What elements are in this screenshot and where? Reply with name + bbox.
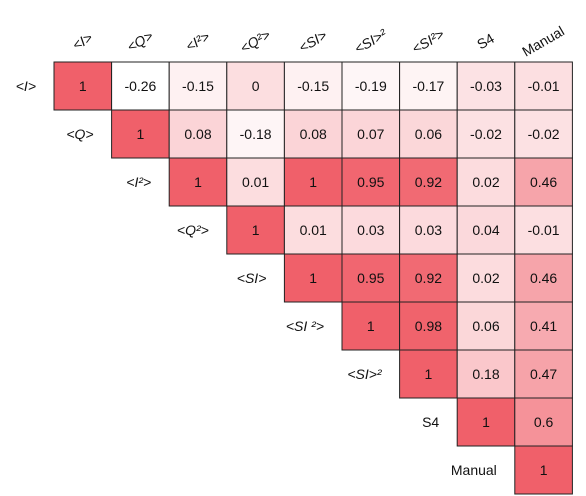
heatmap-cell-r1-c5 [341, 109, 401, 159]
column-label-i2: <I²> [183, 28, 213, 54]
cell-value-r3-c6: 0.03 [415, 222, 442, 238]
cell-value-r5-c7: 0.06 [472, 318, 499, 334]
cell-value-r4-c6: 0.92 [415, 270, 442, 286]
heatmap-cell-r0-c1 [111, 61, 170, 111]
cell-value-r5-c6: 0.98 [415, 318, 442, 334]
row-label-s4: S4 [422, 414, 439, 430]
cell-value-r1-c1: 1 [137, 126, 145, 142]
heatmap-cell-r5-c6 [399, 301, 458, 351]
row-label-i2: <I²> [126, 174, 151, 190]
heatmap-cell-r3-c8 [514, 205, 573, 255]
cell-value-r0-c5: -0.19 [355, 78, 387, 94]
heatmap-cell-r5-c5 [341, 301, 401, 351]
row-label-q: <Q> [66, 126, 93, 142]
cell-value-r0-c0: 1 [79, 78, 87, 94]
column-label-q2: <Q²> [237, 26, 273, 56]
cell-value-r7-c8: 0.6 [534, 414, 554, 430]
heatmap-cell-r3-c5 [341, 205, 401, 255]
cell-value-r4-c7: 0.02 [472, 270, 499, 286]
heatmap-cell-r3-c7 [456, 205, 516, 255]
cell-value-r6-c6: 1 [425, 366, 433, 382]
heatmap-cell-r2-c7 [456, 157, 516, 207]
cell-value-r1-c4: 0.08 [300, 126, 327, 142]
heatmap-cell-r2-c8 [514, 157, 573, 207]
heatmap-cell-r8-c8 [514, 445, 573, 495]
cell-value-r2-c6: 0.92 [415, 174, 442, 190]
heatmap-cell-r5-c8 [514, 301, 573, 351]
heatmap-cell-r1-c3 [226, 109, 285, 159]
cell-value-r6-c7: 0.18 [472, 366, 499, 382]
column-label-s4: S4 [474, 30, 497, 53]
cell-value-r0-c1: -0.26 [124, 78, 156, 94]
cell-value-r1-c8: -0.02 [528, 126, 560, 142]
cell-value-r0-c7: -0.03 [470, 78, 502, 94]
cell-value-r0-c8: -0.01 [528, 78, 560, 94]
cell-value-r5-c5: 1 [367, 318, 375, 334]
cell-value-r0-c4: -0.15 [297, 78, 329, 94]
cell-value-r4-c4: 1 [309, 270, 317, 286]
column-label-si2: <SI²> [409, 26, 447, 57]
row-label-q2: <Q²> [177, 222, 209, 238]
cells-layer: 1 -0.26 -0.15 0 -0.15 -0.19 -0.17 -0.03 -0.01 1 0.… [53, 61, 573, 495]
row-labels: <I> <Q> <I²> <Q²> <SI> <SI ²> <SI>² S4 Manual [16, 78, 497, 478]
column-label-i: <I> [70, 29, 96, 53]
heatmap-cell-r0-c7 [456, 61, 516, 111]
cell-value-r3-c7: 0.04 [472, 222, 499, 238]
column-labels: <I> <Q> <I²> <Q²> <SI> <SI>² <SI²> S4 Manual [70, 23, 567, 60]
heatmap-cell-r2-c2 [168, 157, 228, 207]
cell-value-r8-c8: 1 [540, 462, 548, 478]
column-label-si: <SI> [296, 27, 330, 56]
row-label-manual: Manual [451, 462, 497, 478]
cell-value-r3-c3: 1 [252, 222, 260, 238]
cell-value-r1-c7: -0.02 [470, 126, 502, 142]
cell-value-r6-c8: 0.47 [530, 366, 557, 382]
heatmap-cell-r7-c7 [456, 397, 516, 447]
cell-value-r3-c8: -0.01 [528, 222, 560, 238]
heatmap-cell-r1-c7 [456, 109, 516, 159]
column-label-manual: Manual [519, 23, 567, 60]
heatmap-cell-r0-c2 [168, 61, 228, 111]
cell-value-r2-c7: 0.02 [472, 174, 499, 190]
heatmap-cell-r1-c8 [514, 109, 573, 159]
cell-value-r0-c2: -0.15 [182, 78, 214, 94]
heatmap-cell-r7-c8 [514, 397, 573, 447]
cell-value-r2-c5: 0.95 [357, 174, 384, 190]
heatmap-cell-r4-c4 [283, 253, 343, 303]
cell-value-r4-c5: 0.95 [357, 270, 384, 286]
cell-value-r2-c8: 0.46 [530, 174, 557, 190]
cell-value-r0-c3: 0 [252, 78, 260, 94]
cell-value-r5-c8: 0.41 [530, 318, 557, 334]
heatmap-cell-r2-c6 [399, 157, 458, 207]
heatmap-cell-r6-c8 [514, 349, 573, 399]
column-label-si2: <SI>² [351, 25, 390, 57]
cell-value-r2-c4: 1 [309, 174, 317, 190]
cell-value-r2-c3: 0.01 [242, 174, 269, 190]
row-label-si2: <SI ²> [286, 318, 324, 334]
cell-value-r2-c2: 1 [194, 174, 202, 190]
heatmap-cell-r2-c3 [226, 157, 285, 207]
cell-value-r0-c6: -0.17 [412, 78, 444, 94]
cell-value-r1-c3: -0.18 [240, 126, 272, 142]
heatmap-cell-r2-c4 [283, 157, 343, 207]
heatmap-cell-r2-c5 [341, 157, 401, 207]
row-label-si: <SI> [237, 270, 267, 286]
cell-value-r1-c6: 0.06 [415, 126, 442, 142]
row-label-i: <I> [16, 78, 36, 94]
heatmap-cell-r0-c0 [53, 61, 113, 111]
cell-value-r3-c4: 0.01 [300, 222, 327, 238]
heatmap-cell-r3-c6 [399, 205, 458, 255]
cell-value-r1-c5: 0.07 [357, 126, 384, 142]
heatmap-cell-r0-c5 [341, 61, 401, 111]
row-label-si2: <SI>² [347, 366, 383, 382]
cell-value-r1-c2: 0.08 [184, 126, 211, 142]
cell-value-r4-c8: 0.46 [530, 270, 557, 286]
cell-value-r7-c7: 1 [482, 414, 490, 430]
heatmap-cell-r6-c6 [399, 349, 458, 399]
heatmap-cell-r3-c3 [226, 205, 285, 255]
heatmap-cell-r1-c1 [111, 109, 170, 159]
cell-value-r3-c5: 0.03 [357, 222, 384, 238]
column-label-q: <Q> [124, 27, 156, 54]
